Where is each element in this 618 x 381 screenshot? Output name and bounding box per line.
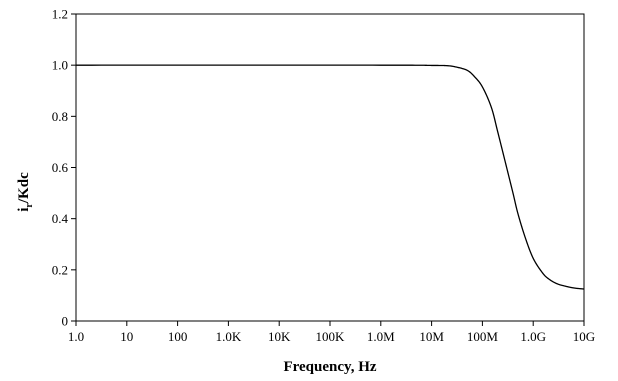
y-tick-label: 0.6 bbox=[52, 160, 69, 175]
ticks: 1.0 10 100 1.0K 10K 100K 1.0M 10M 100M 1.0G 10G 0 0.… bbox=[52, 7, 595, 345]
y-tick-label: 0 bbox=[62, 314, 69, 329]
x-tick-label: 1.0M bbox=[367, 329, 395, 344]
y-tick-label: 0.8 bbox=[52, 109, 68, 124]
y-tick-label: 1.0 bbox=[52, 58, 68, 73]
x-tick-label: 1.0K bbox=[216, 329, 242, 344]
y-axis-title: ir/Kdc bbox=[16, 172, 35, 212]
x-tick-label: 1.0G bbox=[520, 329, 546, 344]
y-axis-title-main: i bbox=[16, 208, 32, 212]
x-tick-label: 100M bbox=[467, 329, 499, 344]
x-tick-label: 10M bbox=[419, 329, 444, 344]
y-tick-label: 0.4 bbox=[52, 211, 69, 226]
x-tick-label: 10 bbox=[120, 329, 133, 344]
series-layer bbox=[76, 64, 585, 290]
series-line bbox=[76, 64, 585, 290]
x-tick-label: 100 bbox=[168, 329, 188, 344]
y-tick-label: 0.2 bbox=[52, 262, 68, 277]
y-tick-label: 1.2 bbox=[52, 7, 68, 22]
x-tick-label: 100K bbox=[316, 329, 346, 344]
plot-frame bbox=[75, 13, 585, 322]
x-tick-label: 10K bbox=[268, 329, 291, 344]
x-tick-label: 10G bbox=[573, 329, 595, 344]
x-axis-title: Frequency, Hz bbox=[283, 359, 376, 375]
axes bbox=[75, 13, 585, 322]
y-axis-title-rest: /Kdc bbox=[16, 172, 32, 204]
x-tick-label: 1.0 bbox=[68, 329, 84, 344]
y-axis-title-subscript: r bbox=[24, 203, 35, 208]
